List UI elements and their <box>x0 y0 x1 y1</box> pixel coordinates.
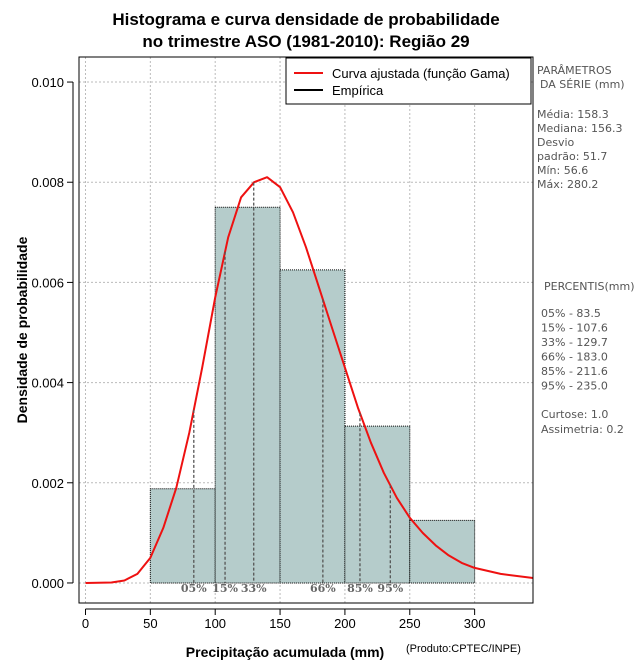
percentile-markers: 05% 15% 33% 66% 85% 95% <box>181 182 404 595</box>
y-tick-label-1: 0.002 <box>31 476 64 491</box>
gamma-curve-layer <box>85 176 534 584</box>
y-tick-label-5: 0.010 <box>31 75 64 90</box>
x-tick-label-6: 300 <box>464 616 486 631</box>
params-title-line-1: PARÂMETROS <box>537 64 612 77</box>
gamma-fit-curve <box>85 176 534 584</box>
legend: Curva ajustada (função Gama) Empírica <box>285 57 532 105</box>
percentile-label-5: 95% <box>377 582 403 595</box>
legend-box <box>285 57 532 105</box>
percentile-label-1: 15% <box>212 582 238 595</box>
percentis-list: 05% - 83.5 15% - 107.633% - 129.7 66% - 18… <box>541 307 608 393</box>
x-tick-label-0: 0 <box>82 616 89 631</box>
legend-label-empirical: Empírica <box>332 83 384 98</box>
param-line-1: Mediana: 156.3 <box>537 122 622 135</box>
percentile-label-4: 85% <box>347 582 373 595</box>
histogram-bar-2 <box>279 269 346 584</box>
histogram-bar-0 <box>149 488 216 584</box>
y-tick-label-4: 0.008 <box>31 175 64 190</box>
percentil-line-4: 85% - 211.6 <box>541 365 608 378</box>
x-axis-label: Precipitação acumulada (mm) <box>186 644 384 660</box>
percentil-line-5: 95% - 235.0 <box>541 380 608 393</box>
percentile-label-2: 33% <box>241 582 267 595</box>
param-line-0: Média: 158.3 <box>537 108 609 121</box>
x-tick-label-3: 150 <box>269 616 291 631</box>
histogram-bars <box>149 206 476 584</box>
chart-title-line-2: no trimestre ASO (1981-2010): Região 29 <box>142 32 469 51</box>
legend-label-curve: Curva ajustada (função Gama) <box>332 66 510 81</box>
histogram-bar-3 <box>344 425 411 584</box>
extras-list: Curtose: 1.0 Assimetria: 0.2 <box>541 408 624 436</box>
x-tick-label-5: 250 <box>399 616 421 631</box>
y-tick-label-0: 0.000 <box>31 576 64 591</box>
percentil-line-0: 05% - 83.5 <box>541 307 601 320</box>
chart-title-line-1: Histograma e curva densidade de probabil… <box>112 10 499 29</box>
percentil-line-2: 33% - 129.7 <box>541 336 608 349</box>
percentil-line-1: 15% - 107.6 <box>541 322 608 335</box>
percentis-title: PERCENTIS(mm) <box>544 280 635 293</box>
stats-panel: PARÂMETROS DA SÉRIE (mm) Média: 158.3Med… <box>537 64 635 436</box>
credit-text: (Produto:CPTEC/INPE) <box>406 643 521 655</box>
extra-stat-line-1: Assimetria: 0.2 <box>541 423 624 436</box>
param-line-3: padrão: 51.7 <box>537 150 607 163</box>
percentile-label-0: 05% <box>181 582 207 595</box>
percentil-line-3: 66% - 183.0 <box>541 351 608 364</box>
x-tick-label-4: 200 <box>334 616 356 631</box>
extra-stat-line-0: Curtose: 1.0 <box>541 408 608 421</box>
params-title-line-2: DA SÉRIE (mm) <box>540 78 625 91</box>
histogram-bar-1 <box>214 206 281 584</box>
x-tick-label-1: 50 <box>143 616 157 631</box>
percentile-label-3: 66% <box>310 582 336 595</box>
param-line-4: Mín: 56.6 <box>537 164 588 177</box>
param-line-5: Máx: 280.2 <box>537 178 598 191</box>
plot-frame <box>78 56 534 604</box>
y-axis-label: Densidade de probabilidade <box>14 236 30 423</box>
y-tick-label-2: 0.004 <box>31 376 64 391</box>
x-tick-label-2: 100 <box>204 616 226 631</box>
param-line-2: Desvio <box>537 136 575 149</box>
y-tick-label-3: 0.006 <box>31 275 64 290</box>
axes: 0 50 100 150 200 250 300 0.000 0.002 0.004 0.006 0.… <box>31 75 485 631</box>
